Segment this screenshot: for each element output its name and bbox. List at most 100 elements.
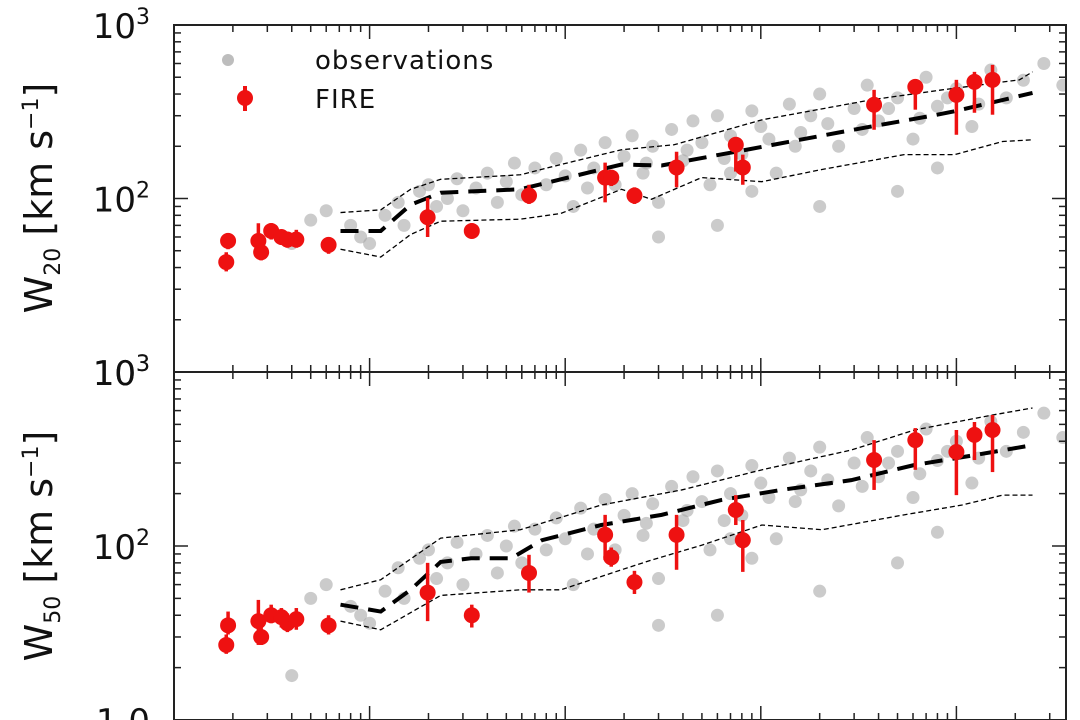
observation-point xyxy=(769,532,783,546)
fire-point xyxy=(250,613,267,630)
observation-point xyxy=(847,456,861,470)
y-tick-label-base: 1.0 xyxy=(96,702,150,720)
observation-point xyxy=(421,178,435,192)
observation-point xyxy=(710,218,724,232)
fire-point xyxy=(668,526,685,543)
fire-point xyxy=(288,611,305,628)
observation-point xyxy=(745,184,759,198)
fire-point xyxy=(734,159,751,176)
observation-point xyxy=(788,139,802,153)
fire-point xyxy=(668,159,685,176)
y-tick-label-base: 10 xyxy=(93,354,136,394)
observation-point xyxy=(507,156,521,170)
observation-point xyxy=(421,543,435,557)
y-tick-label: 103 xyxy=(93,5,150,47)
y-tick-label-exponent: 2 xyxy=(136,179,150,204)
ylabel-close: ] xyxy=(17,83,61,98)
observation-point xyxy=(788,495,802,509)
observation-point xyxy=(813,584,827,598)
observation-point xyxy=(1056,431,1066,445)
y-tick-label-exponent: 2 xyxy=(136,526,150,551)
observation-point xyxy=(906,132,920,146)
observation-point xyxy=(574,501,588,515)
fire-point xyxy=(253,628,270,645)
observation-point xyxy=(1056,78,1066,92)
observation-point xyxy=(665,479,679,493)
svg-text:W20 [km s−1]: W20 [km s−1] xyxy=(17,83,66,314)
observation-point xyxy=(813,87,827,101)
median-line xyxy=(340,90,1033,233)
fire-point xyxy=(218,254,235,271)
observation-point xyxy=(528,522,542,536)
observation-point xyxy=(574,143,588,157)
observation-point xyxy=(354,230,368,244)
observation-point xyxy=(762,132,776,146)
observation-point xyxy=(1037,406,1051,420)
observation-point xyxy=(769,166,783,180)
observation-point xyxy=(919,422,933,436)
y-axis-label-top: W20 [km s−1] xyxy=(17,83,66,314)
fire-point xyxy=(948,443,965,460)
fire-point xyxy=(907,432,924,449)
observation-point xyxy=(965,120,979,134)
observation-point xyxy=(440,192,454,205)
observation-point xyxy=(891,444,905,458)
observation-point xyxy=(549,511,563,525)
observation-point xyxy=(1037,56,1051,70)
observation-point xyxy=(480,166,494,180)
lower-percentile-line xyxy=(340,139,1033,258)
y-tick-label-exponent: 3 xyxy=(136,5,150,30)
fire-point xyxy=(626,574,643,591)
observation-point xyxy=(891,556,905,570)
fire-point xyxy=(419,584,436,601)
fire-point xyxy=(220,617,237,634)
observation-point xyxy=(930,525,944,539)
observation-point xyxy=(539,543,553,557)
observation-point xyxy=(860,431,874,445)
ylabel-unit: [km s xyxy=(17,130,61,236)
observation-point xyxy=(646,497,660,511)
fire-point xyxy=(734,532,751,549)
observation-point xyxy=(652,195,666,209)
y-tick-label-base: 10 xyxy=(93,354,136,394)
observation-point xyxy=(804,109,818,123)
fire-point xyxy=(626,187,643,204)
observation-point xyxy=(499,539,513,553)
ylabel-unit-sup: −1 xyxy=(19,445,44,477)
observation-point xyxy=(580,181,594,195)
legend-observations-label: observations xyxy=(315,46,494,76)
observation-point xyxy=(558,532,572,546)
observation-point xyxy=(430,572,444,586)
fire-point xyxy=(966,73,983,90)
observation-point xyxy=(676,514,690,528)
observation-point xyxy=(710,608,724,622)
observation-point xyxy=(378,584,392,598)
fire-point xyxy=(253,244,270,261)
fire-point xyxy=(966,426,983,443)
legend-observations-marker xyxy=(222,54,234,66)
observation-point xyxy=(794,126,808,140)
observation-point xyxy=(652,618,666,632)
observation-point xyxy=(598,136,612,150)
fire-point xyxy=(463,222,480,239)
observation-point xyxy=(344,218,358,232)
observation-point xyxy=(652,572,666,586)
fire-point xyxy=(597,526,614,543)
observation-point xyxy=(882,456,896,470)
observation-point xyxy=(832,139,846,153)
observation-point xyxy=(580,547,594,561)
observation-point xyxy=(913,467,927,481)
y-tick-label-base: 10 xyxy=(93,181,136,221)
observation-point xyxy=(919,70,933,84)
observation-point xyxy=(363,237,377,251)
observation-point xyxy=(930,161,944,175)
fire-point xyxy=(948,86,965,103)
observation-point xyxy=(695,495,709,509)
observation-point xyxy=(598,493,612,507)
fire-point xyxy=(984,422,1001,439)
fire-point xyxy=(603,169,620,186)
observation-point xyxy=(549,152,563,166)
ylabel-unit: [km s xyxy=(17,478,61,584)
observation-point xyxy=(782,97,796,111)
